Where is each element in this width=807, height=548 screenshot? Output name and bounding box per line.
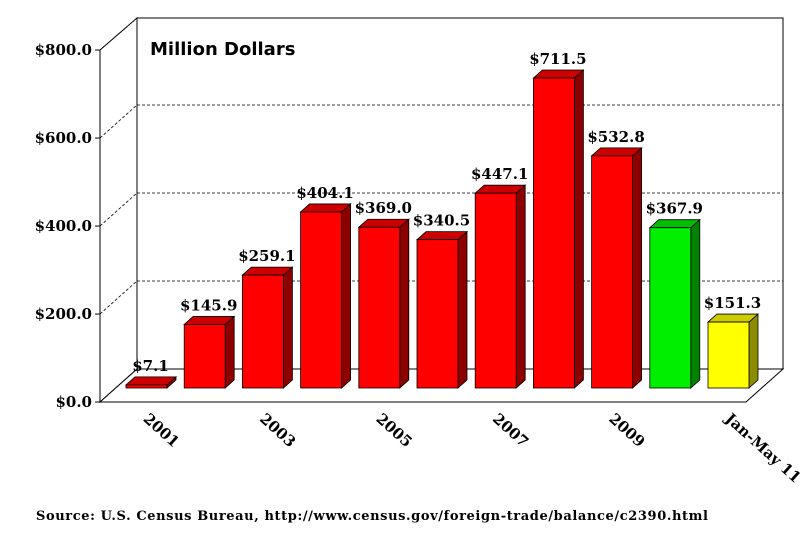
bar-top <box>706 313 760 323</box>
y-tick-label: $400.0 <box>35 217 92 235</box>
bar-front <box>591 155 633 389</box>
bar-front <box>533 77 575 389</box>
y-tick-label: $200.0 <box>35 305 92 323</box>
x-tick-label: 2009 <box>605 410 648 451</box>
data-label: $145.9 <box>180 296 237 314</box>
bar-side <box>341 203 352 389</box>
bar-2010 <box>648 218 701 389</box>
bar-top <box>124 376 178 386</box>
bar-front <box>416 239 459 389</box>
y-axis: $0.0 $200.0 $400.0 $600.0 $800.0 <box>35 41 100 411</box>
bar-top <box>357 218 410 228</box>
y-tick-label: $600.0 <box>35 129 92 147</box>
bar-side <box>282 266 293 389</box>
data-label: $367.9 <box>646 200 703 218</box>
bar-front <box>649 227 692 389</box>
bar-top <box>241 266 294 276</box>
bar-side <box>574 69 584 389</box>
bar-top <box>299 203 352 213</box>
data-label: $151.3 <box>704 294 761 312</box>
data-label: $369.0 <box>355 199 412 217</box>
bar-2005 <box>357 218 410 389</box>
x-tick-label: 2003 <box>256 410 299 451</box>
bar-front <box>707 321 750 389</box>
x-tick-label: 2005 <box>373 410 416 451</box>
source-note: Source: U.S. Census Bureau, http://www.c… <box>36 509 709 524</box>
side-wall <box>99 16 138 404</box>
bar-side <box>690 218 701 389</box>
bar-front <box>241 274 284 389</box>
bar-top <box>590 147 643 157</box>
bar-2001 <box>124 376 178 389</box>
bar-side <box>457 230 468 389</box>
bar-2006 <box>415 230 469 389</box>
bar-top <box>415 231 469 241</box>
data-label: $259.1 <box>238 247 295 265</box>
bar-front <box>358 226 401 389</box>
x-axis: 2001 2003 2005 2007 2009 Jan-May 11 <box>140 408 805 486</box>
x-tick-label: 2001 <box>140 410 183 451</box>
gridline-side <box>99 280 138 315</box>
data-label: $447.1 <box>471 165 528 183</box>
bars <box>124 69 760 389</box>
bar-2002 <box>183 315 236 389</box>
bar-front <box>300 211 343 389</box>
data-label: $340.5 <box>413 212 470 230</box>
bar-2003 <box>241 266 294 389</box>
bar-front <box>125 384 168 389</box>
data-label: $532.8 <box>587 128 644 146</box>
bar-top <box>183 316 236 325</box>
x-tick-label: Jan-May 11 <box>720 408 804 486</box>
bar-top <box>532 69 585 79</box>
y-tick-label: $0.0 <box>55 393 92 411</box>
bar-2008 <box>532 69 585 389</box>
bar-side <box>515 184 526 389</box>
data-label: $7.1 <box>132 357 169 375</box>
bar-top <box>474 184 527 194</box>
bar-top <box>648 219 701 229</box>
x-tick-label: 2007 <box>489 410 532 451</box>
unit-label: Million Dollars <box>150 39 295 60</box>
bar-2009 <box>590 146 643 389</box>
bar-side <box>632 146 642 389</box>
bar-front <box>183 324 226 389</box>
bar-side <box>224 315 235 389</box>
bar-side <box>748 313 759 389</box>
bar-side <box>399 218 410 389</box>
bar-Jan-May 11 <box>706 313 760 389</box>
data-label: $711.5 <box>529 50 586 68</box>
bar-2007 <box>474 184 527 389</box>
data-label: $404.1 <box>296 184 353 202</box>
gridline-side <box>99 104 138 139</box>
bar-front <box>474 192 517 389</box>
bar-2004 <box>299 203 352 389</box>
y-tick-label: $800.0 <box>35 41 92 59</box>
data-labels: $7.1 $145.9 $259.1 $404.1$369.0$340.5 $447.1… <box>132 50 761 375</box>
gridline-side <box>99 192 138 227</box>
